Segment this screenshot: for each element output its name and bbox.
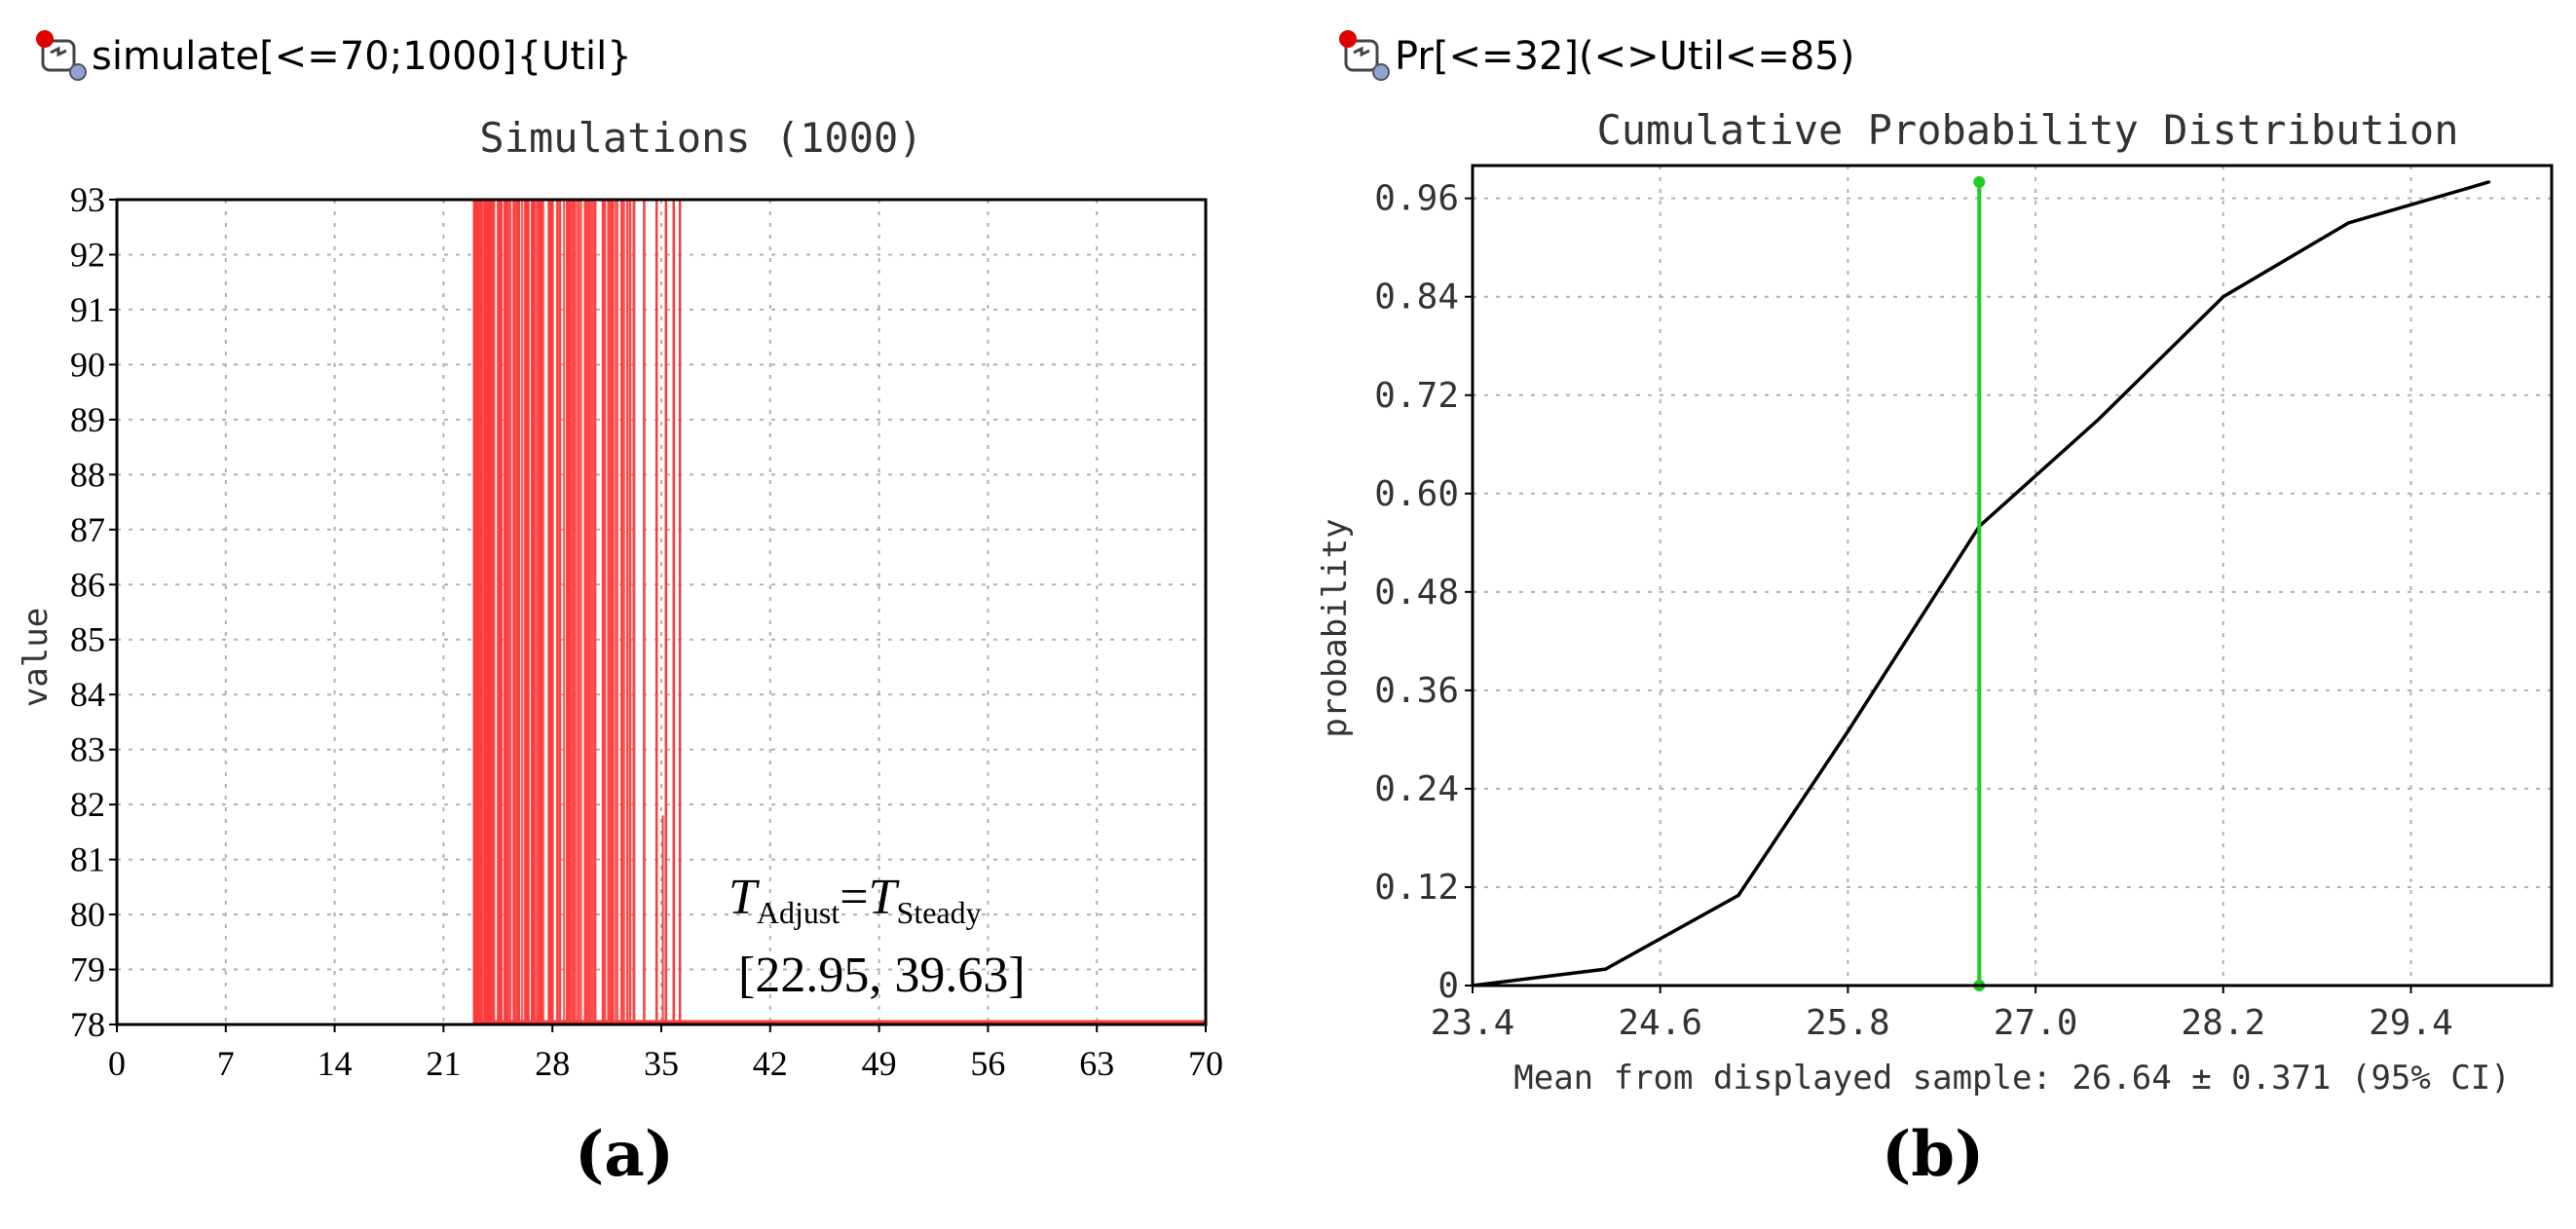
cdf-point: [2096, 418, 2100, 422]
x-tick-label: 63: [1079, 1044, 1114, 1083]
mean-marker-top: [1973, 175, 1986, 188]
panel-label-letter: b: [1911, 1118, 1956, 1191]
annotation-equation: TAdjust=TSteady: [728, 870, 982, 930]
y-tick-label: 78: [70, 1005, 105, 1044]
y-tick-label: 89: [70, 400, 105, 439]
y-tick-label: 0.84: [1374, 278, 1459, 317]
y-tick-label: 0: [1437, 966, 1459, 1006]
simulation-traces: [117, 199, 1206, 1025]
x-tick-label: 14: [317, 1044, 353, 1083]
chart-title: Simulations (1000): [479, 114, 922, 162]
y-axis-label: value: [17, 608, 56, 707]
y-tick-label: 0.96: [1374, 179, 1459, 219]
y-tick-label: 0.12: [1374, 868, 1459, 908]
panel-cdf: Pr[<=32](<>Util<=85) 23.4 24.6 25.8 27.0 28.…: [1288, 0, 2576, 1229]
x-tick-label: 56: [970, 1044, 1005, 1083]
cdf-point: [2487, 180, 2491, 184]
query-row-simulate[interactable]: simulate[<=70;1000]{Util}: [33, 27, 632, 86]
panel-label: (a): [575, 1118, 675, 1191]
annotation-subscript: Steady: [897, 895, 982, 930]
x-tick-label: 0: [108, 1044, 126, 1083]
x-tick-label: 24.6: [1618, 1003, 1702, 1043]
y-tick-label: 87: [70, 510, 105, 549]
y-tick-label: 83: [70, 730, 105, 769]
x-tick-label: 23.4: [1431, 1003, 1515, 1043]
y-tick-label: 0.72: [1374, 376, 1459, 416]
x-tick-label: 42: [753, 1044, 788, 1083]
cdf-point: [1736, 893, 1740, 897]
cdf-chart: 23.4 24.6 25.8 27.0 28.2 29.4 0 0.12 0.24 0.36 0.4…: [1316, 106, 2554, 1098]
cdf-point: [2221, 295, 2225, 299]
x-tick-label: 35: [644, 1044, 679, 1083]
plot-frame: [1471, 164, 2554, 987]
x-tick-label: 7: [217, 1044, 235, 1083]
panel-label: (b): [1882, 1118, 1985, 1191]
y-tick-label: 85: [70, 620, 105, 659]
x-tick-label: 28: [535, 1044, 570, 1083]
y-tick-label: 0.36: [1374, 671, 1459, 711]
y-tick-label: 91: [70, 290, 105, 329]
query-text: Pr[<=32](<>Util<=85): [1395, 34, 1855, 79]
x-tick-label: 25.8: [1806, 1003, 1890, 1043]
cdf-point: [1846, 729, 1849, 733]
y-tick-label: 84: [70, 675, 105, 714]
x-tick-label: 29.4: [2369, 1003, 2453, 1043]
y-tick-label: 92: [70, 235, 105, 274]
query-row-probability[interactable]: Pr[<=32](<>Util<=85): [1336, 27, 1854, 86]
x-tick-label: 27.0: [1994, 1003, 2078, 1043]
query-status-icon: [1336, 29, 1391, 84]
query-status-icon: [33, 29, 88, 84]
panel-label-letter: a: [604, 1118, 645, 1191]
y-tick-label: 82: [70, 785, 105, 824]
y-tick-label: 81: [70, 840, 105, 879]
panel-simulation: simulate[<=70;1000]{Util} 0 7 14 21 28 35 42 49…: [17, 27, 1223, 1191]
query-text: simulate[<=70;1000]{Util}: [92, 34, 632, 79]
annotation-t-symbol: T: [728, 870, 760, 925]
cdf-point: [1603, 967, 1607, 971]
y-tick-label: 0.60: [1374, 474, 1459, 514]
x-axis-label: Mean from displayed sample: 26.64 ± 0.37…: [1513, 1059, 2511, 1098]
simulation-chart: 0 7 14 21 28 35 42 49 56 63 70 78 79 80 81 82 83 84 85 86 87…: [17, 114, 1223, 1083]
chart-title: Cumulative Probability Distribution: [1596, 106, 2458, 154]
x-tick-label: 28.2: [2181, 1003, 2265, 1043]
x-tick-label: 21: [426, 1044, 461, 1083]
y-tick-label: 86: [70, 565, 105, 604]
y-tick-label: 0.48: [1374, 573, 1459, 613]
annotation-range: [22.95, 39.63]: [738, 948, 1026, 1003]
x-tick-label: 49: [862, 1044, 897, 1083]
annotation-t-symbol: T: [869, 870, 900, 925]
x-tick-label: 70: [1188, 1044, 1223, 1083]
y-tick-label: 88: [70, 455, 105, 494]
y-tick-label: 79: [70, 950, 105, 989]
annotation-subscript: Adjust: [757, 895, 840, 930]
cdf-point: [2346, 221, 2350, 225]
annotation-equals: =: [840, 870, 868, 925]
y-tick-label: 80: [70, 895, 105, 934]
y-axis-label: probability: [1316, 518, 1355, 737]
y-tick-label: 90: [70, 345, 105, 384]
y-tick-label: 0.24: [1374, 769, 1459, 809]
y-tick-label: 93: [70, 180, 105, 219]
